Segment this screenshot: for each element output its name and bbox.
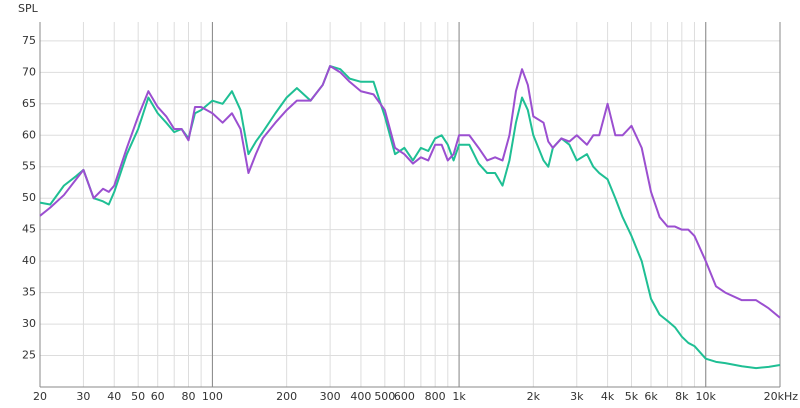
- x-tick-label: 20kHz: [764, 390, 799, 403]
- x-tick-label: 400: [350, 390, 371, 403]
- x-tick-label: 6k: [644, 390, 658, 403]
- x-tick-label: 200: [276, 390, 297, 403]
- series-line: [39, 65, 781, 319]
- y-tick-label: 60: [22, 128, 36, 141]
- x-tick-label: 30: [76, 390, 90, 403]
- y-tick-label: 55: [22, 160, 36, 173]
- y-axis-label: SPL: [18, 2, 39, 15]
- x-tick-label: 5k: [625, 390, 639, 403]
- y-tick-label: 75: [22, 34, 36, 47]
- x-tick-label: 600: [394, 390, 415, 403]
- x-tick-label: 2k: [527, 390, 541, 403]
- x-tick-label: 500: [374, 390, 395, 403]
- series-line: [39, 65, 781, 370]
- x-tick-label: 4k: [601, 390, 615, 403]
- x-tick-label: 8k: [675, 390, 689, 403]
- x-tick-label: 800: [425, 390, 446, 403]
- y-tick-label: 70: [22, 65, 36, 78]
- y-tick-label: 45: [22, 223, 36, 236]
- x-tick-label: 60: [151, 390, 165, 403]
- y-tick-label: 35: [22, 286, 36, 299]
- x-tick-label: 80: [182, 390, 196, 403]
- y-tick-label: 30: [22, 317, 36, 330]
- x-tick-label: 100: [202, 390, 223, 403]
- y-tick-label: 65: [22, 97, 36, 110]
- x-tick-label: 300: [320, 390, 341, 403]
- x-tick-label: 1k: [452, 390, 466, 403]
- x-tick-label: 10k: [696, 390, 717, 403]
- y-tick-label: 40: [22, 254, 36, 267]
- x-tick-label: 40: [107, 390, 121, 403]
- x-tick-label: 50: [131, 390, 145, 403]
- y-tick-label: 25: [22, 349, 36, 362]
- x-tick-label: 3k: [570, 390, 584, 403]
- plot-area: [40, 22, 780, 387]
- y-tick-label: 50: [22, 191, 36, 204]
- x-tick-label: 20: [33, 390, 47, 403]
